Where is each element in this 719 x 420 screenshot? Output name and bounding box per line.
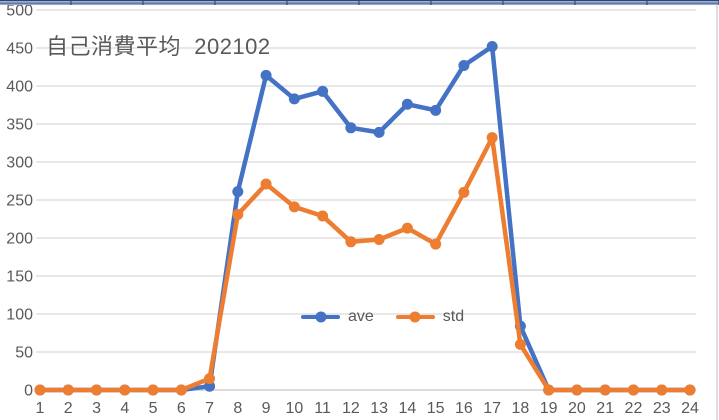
svg-text:150: 150 bbox=[6, 269, 33, 286]
svg-text:300: 300 bbox=[6, 155, 33, 172]
svg-text:6: 6 bbox=[177, 400, 186, 417]
svg-text:200: 200 bbox=[6, 231, 33, 248]
svg-text:19: 19 bbox=[540, 400, 558, 417]
chart-area[interactable]: 0 50 100 150 200 250 300 350 400 450 500 1 2 3 4 5 6 7 8 9 1… bbox=[0, 5, 719, 420]
svg-text:450: 450 bbox=[6, 41, 33, 58]
svg-text:400: 400 bbox=[6, 79, 33, 96]
svg-text:250: 250 bbox=[6, 193, 33, 210]
svg-text:2: 2 bbox=[64, 400, 73, 417]
svg-text:11: 11 bbox=[314, 400, 331, 417]
svg-text:14: 14 bbox=[398, 400, 416, 417]
svg-text:500: 500 bbox=[6, 5, 33, 20]
svg-text:7: 7 bbox=[205, 400, 214, 417]
svg-text:13: 13 bbox=[370, 400, 388, 417]
column-divider-ticks bbox=[0, 0, 719, 5]
svg-text:24: 24 bbox=[681, 400, 699, 417]
legend-item-ave[interactable]: ave bbox=[301, 308, 374, 326]
svg-text:10: 10 bbox=[285, 400, 303, 417]
svg-text:17: 17 bbox=[483, 400, 501, 417]
svg-text:9: 9 bbox=[262, 400, 271, 417]
svg-text:0: 0 bbox=[24, 383, 33, 400]
legend-item-std[interactable]: std bbox=[395, 308, 465, 326]
legend-label-std: std bbox=[442, 308, 465, 325]
svg-text:23: 23 bbox=[653, 400, 671, 417]
chart-legend[interactable]: ave std bbox=[301, 308, 464, 326]
svg-text:50: 50 bbox=[15, 345, 33, 362]
svg-text:21: 21 bbox=[596, 400, 614, 417]
svg-text:350: 350 bbox=[6, 117, 33, 134]
std-line-marker-icon bbox=[395, 311, 435, 323]
svg-text:8: 8 bbox=[233, 400, 242, 417]
svg-text:3: 3 bbox=[92, 400, 101, 417]
window-top-strip bbox=[0, 0, 719, 5]
svg-text:100: 100 bbox=[6, 307, 33, 324]
svg-text:15: 15 bbox=[427, 400, 445, 417]
svg-text:22: 22 bbox=[625, 400, 643, 417]
ave-line-marker-icon bbox=[301, 311, 340, 323]
chart-title: 自己消費平均 202102 bbox=[46, 34, 271, 59]
svg-text:20: 20 bbox=[568, 400, 586, 417]
svg-text:12: 12 bbox=[342, 400, 360, 417]
svg-text:18: 18 bbox=[512, 400, 530, 417]
svg-text:1: 1 bbox=[36, 400, 45, 417]
svg-text:5: 5 bbox=[149, 400, 158, 417]
svg-text:16: 16 bbox=[455, 400, 473, 417]
svg-text:4: 4 bbox=[120, 400, 129, 417]
legend-label-ave: ave bbox=[348, 308, 374, 325]
